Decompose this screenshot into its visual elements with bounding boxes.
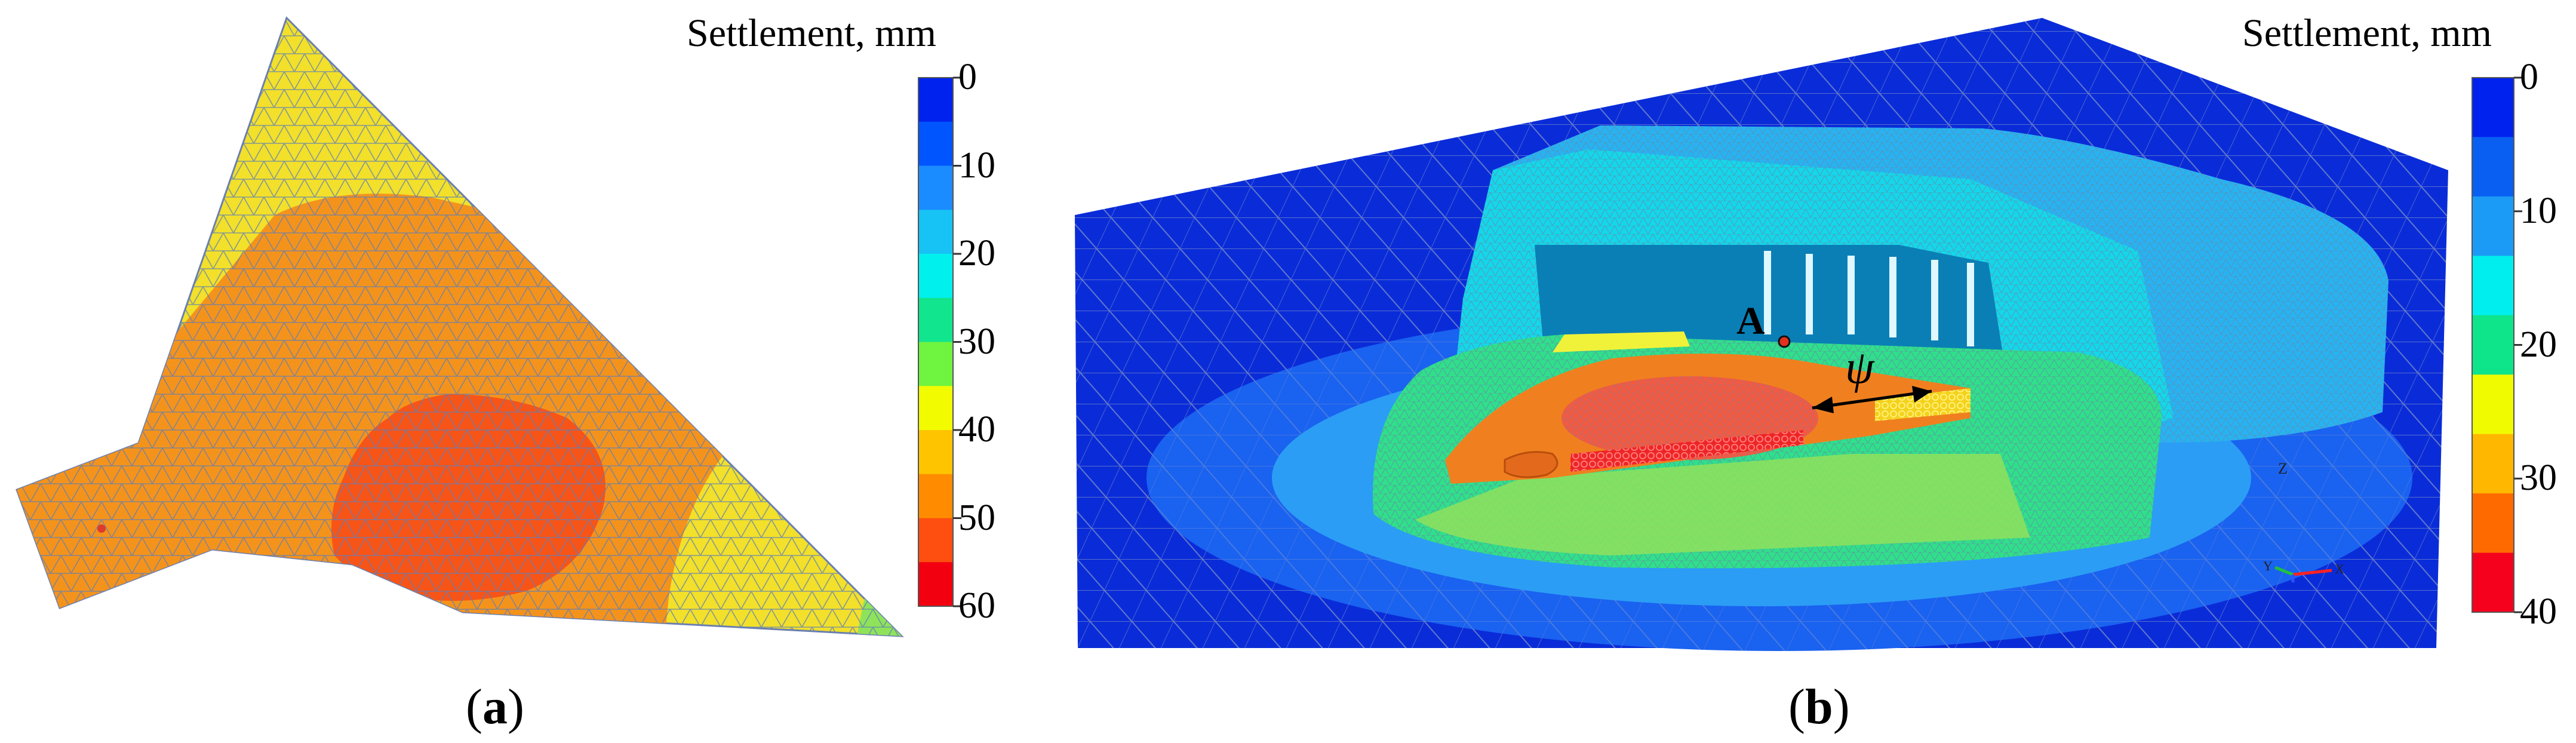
colorbar-tick-label: 40	[958, 409, 995, 450]
colorbar-tick-label: 0	[2520, 57, 2538, 97]
colorbar-b-title: Settlement, mm	[2242, 11, 2492, 55]
axis-y-label: Y	[2263, 558, 2273, 573]
colorbar-a	[918, 76, 961, 607]
colorbar-tick-label: 0	[958, 57, 977, 97]
panel-b-label: (b)	[1788, 679, 1850, 735]
panel-b-yellow-band	[1553, 331, 1690, 352]
colorbar-tick-label: 20	[958, 233, 995, 274]
colorbar-segment	[918, 386, 953, 431]
colorbar-segment	[918, 342, 953, 386]
panel-b-3d-model	[1075, 18, 2448, 651]
psi-label: ψ	[1845, 341, 1874, 393]
point-a-label: A	[1736, 299, 1765, 343]
colorbar-segment	[918, 78, 953, 122]
colorbar-segment	[2472, 434, 2514, 494]
colorbar-tick-label: 60	[958, 585, 995, 626]
colorbar-segment	[2472, 137, 2514, 197]
colorbar-segment	[918, 430, 953, 475]
colorbar-segment	[2472, 374, 2514, 435]
colorbar-tick-label: 50	[958, 497, 995, 538]
colorbar-tick-label: 20	[2520, 324, 2557, 365]
point-a-marker	[1778, 335, 1791, 348]
colorbar-segment	[2472, 78, 2514, 137]
colorbar-segment	[2472, 552, 2514, 613]
colorbar-segment	[918, 254, 953, 299]
panel-a-marker	[97, 524, 106, 533]
colorbar-segment	[918, 210, 953, 254]
axis-triad	[2274, 566, 2332, 582]
colorbar-segment	[2472, 493, 2514, 554]
panel-a-contour-plot	[16, 16, 904, 637]
panel-a-label: (a)	[466, 679, 524, 735]
axis-x-label: X	[2335, 561, 2344, 576]
colorbar-segment	[918, 297, 953, 342]
panel-b-inner-ring-edge	[1415, 454, 2030, 555]
colorbar-tick-label: 30	[958, 321, 995, 362]
colorbar-tick-label: 10	[958, 145, 995, 186]
colorbar-b	[2472, 76, 2522, 613]
colorbar-segment	[2472, 315, 2514, 375]
colorbar-segment	[918, 474, 953, 518]
colorbar-segment	[918, 518, 953, 563]
colorbar-segment	[2472, 256, 2514, 316]
colorbar-tick-label: 10	[2520, 190, 2557, 231]
colorbar-segment	[918, 562, 953, 607]
axis-z-label: Z	[2278, 460, 2288, 477]
colorbar-segment	[918, 165, 953, 210]
colorbar-a-title: Settlement, mm	[687, 11, 936, 55]
panel-b-slab-hole	[1504, 451, 1558, 478]
colorbar-segment	[918, 121, 953, 166]
colorbar-tick-label: 40	[2520, 591, 2557, 632]
panel-b-columns	[1764, 251, 1974, 346]
colorbar-segment	[2472, 196, 2514, 256]
colorbar-tick-label: 30	[2520, 458, 2557, 499]
